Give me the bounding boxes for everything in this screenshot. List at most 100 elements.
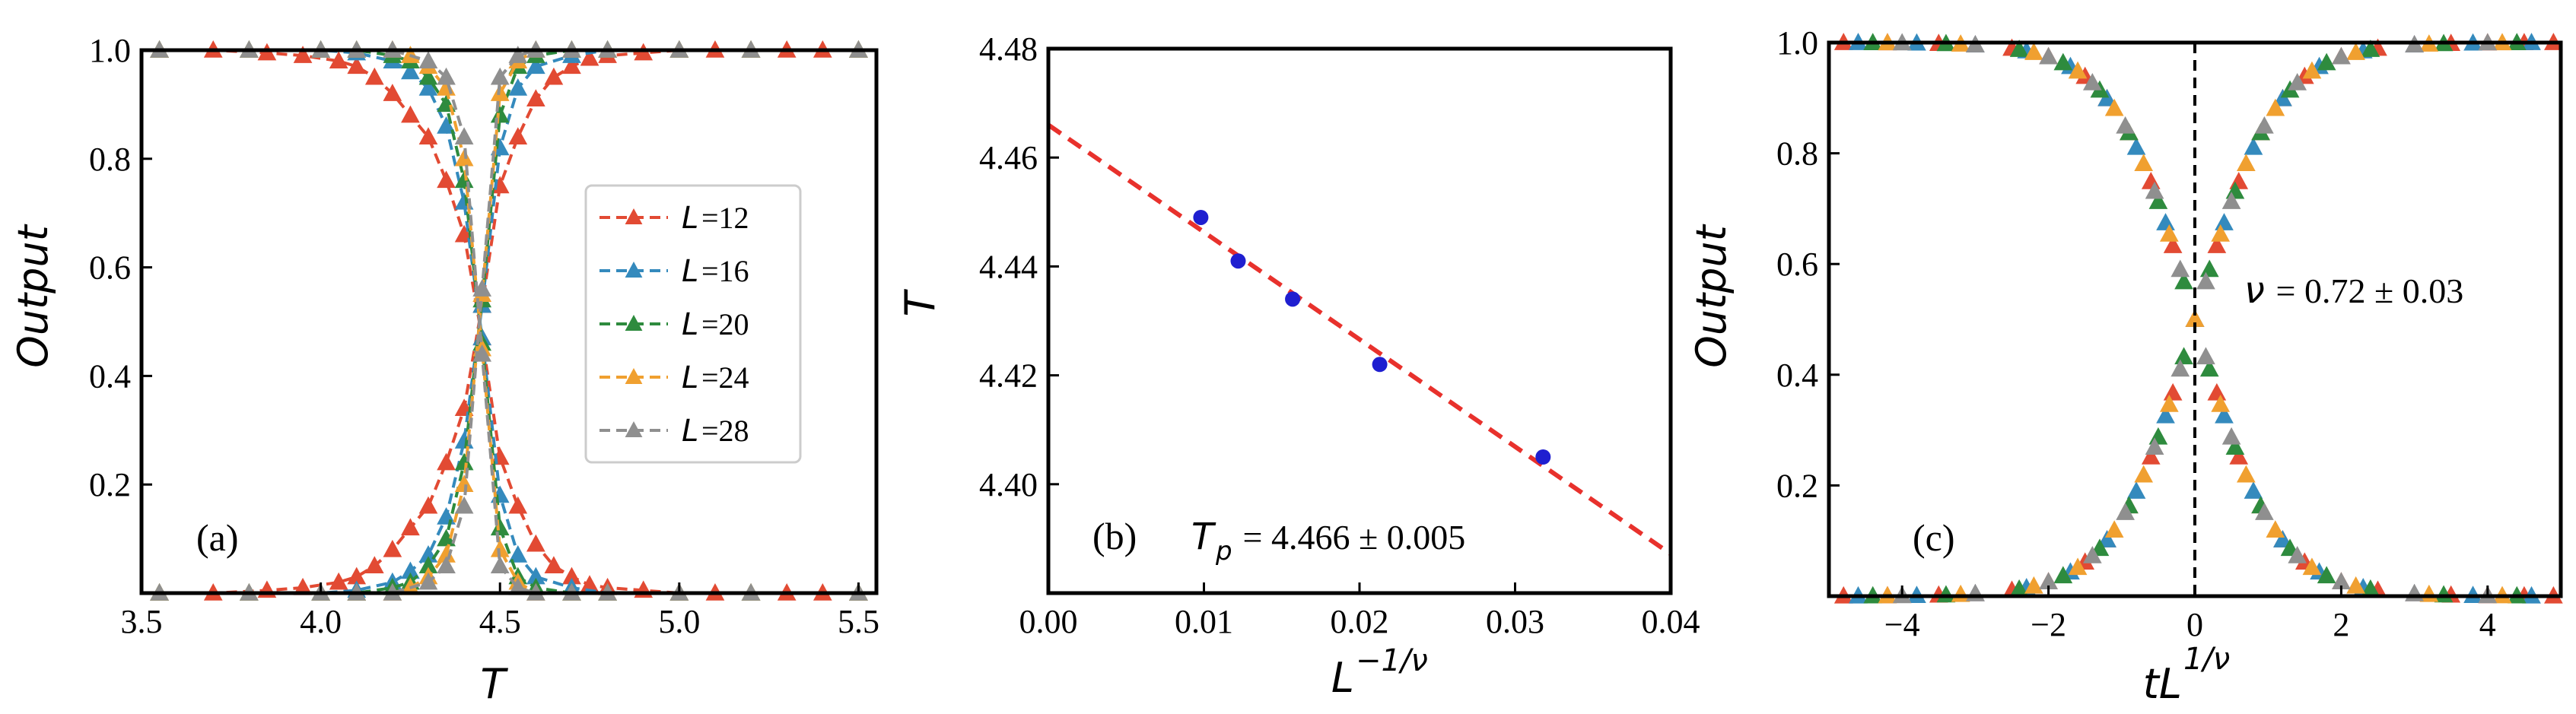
series-2-down-marker: [2199, 259, 2219, 278]
panel-a-xtick-label: 3.5: [121, 603, 163, 640]
series-4-up-marker: [437, 67, 456, 85]
series-0-up-marker: [562, 566, 581, 585]
panel-b-xlabel: L: [1331, 654, 1354, 702]
series-1-up-marker: [2126, 137, 2146, 155]
panel-c-xlabel-superscript: 1/ν: [2183, 642, 2230, 677]
series-4-down-marker: [2332, 46, 2351, 65]
series-1-down-marker: [508, 78, 528, 96]
series-1-down-marker: [526, 56, 545, 75]
panel-b-ytick-label: 4.44: [979, 248, 1038, 285]
series-3-down-marker: [2346, 43, 2365, 60]
series-1-up-marker: [2215, 405, 2234, 424]
series-3-down-marker: [2024, 576, 2043, 594]
series-0-up-marker: [329, 51, 348, 69]
series-2-up-marker: [490, 518, 510, 536]
panel-b-xtick-label: 0.04: [1642, 603, 1700, 640]
series-0-down-marker: [418, 496, 438, 514]
series-2-up-marker: [2317, 566, 2336, 584]
series-3-down-marker: [2302, 61, 2322, 79]
panel-a-ylabel: Output: [9, 224, 57, 367]
series-1-down-marker: [2126, 481, 2146, 499]
panel-c-label: (c): [1913, 516, 1955, 559]
series-4-down-marker: [490, 67, 510, 85]
panel-c-ytick-label: 0.6: [1776, 246, 1818, 283]
series-4-up-marker: [2288, 546, 2307, 563]
series-0-up-marker: [418, 127, 438, 144]
series-3-down-marker: [2104, 520, 2124, 538]
series-2-down-marker: [490, 105, 510, 123]
series-0-up-marker: [383, 84, 402, 101]
series-0-down-marker: [526, 89, 545, 107]
series-3-down-marker: [2068, 557, 2088, 576]
panel-a-ytick-label: 0.6: [89, 249, 131, 287]
series-4-down-marker: [2082, 546, 2102, 563]
series-4-down-marker: [472, 279, 492, 297]
series-0-up-marker: [364, 67, 384, 85]
panel-b-label: (b): [1092, 515, 1137, 557]
series-0-down-marker: [329, 572, 348, 590]
series-1-down-marker: [2097, 530, 2116, 547]
series-2-down-marker: [437, 528, 456, 547]
panel-c-ytick-label: 0.4: [1776, 357, 1818, 394]
series-4-up-marker: [454, 127, 474, 144]
panel-b: T L −1/ν (b) T p = 4.466 ± 0.005 0.00 0.0…: [896, 30, 1700, 702]
panel-c-xtick-label: 4: [2479, 606, 2496, 643]
series-0-down-marker: [580, 48, 599, 66]
panel-a-ytick-label: 0.4: [89, 357, 131, 395]
series-1-up-marker: [2273, 530, 2292, 547]
panel-a-ytick-label: 0.8: [89, 141, 131, 178]
series-1-up-marker: [401, 62, 420, 80]
series-4-up-marker: [2332, 572, 2351, 590]
series-2-up-marker: [2225, 437, 2245, 455]
series-4-up-marker: [2116, 116, 2135, 134]
legend-marker: [625, 421, 643, 437]
legend-marker: [625, 208, 643, 224]
series-3-up-marker: [2266, 520, 2285, 538]
panel-a-ytick-label: 1.0: [89, 32, 131, 69]
panel-c-xtick-label: −2: [2031, 606, 2066, 643]
data-point: [1372, 357, 1388, 373]
series-4-up-marker: [508, 577, 528, 595]
series-1-up-marker: [437, 116, 456, 134]
legend-entry-symbol: L: [682, 307, 698, 342]
legend-entry-label: =12: [701, 201, 749, 235]
series-0-up-marker: [2207, 382, 2227, 401]
series-0-up-marker: [401, 105, 420, 123]
panel-c-xtick-label: −4: [1884, 606, 1920, 643]
series-0-down-marker: [2207, 236, 2227, 253]
series-3-up-marker: [2302, 557, 2322, 576]
panel-b-ytick-label: 4.46: [979, 139, 1038, 176]
series-3-down-marker: [454, 474, 474, 492]
series-0-up-marker: [544, 556, 564, 574]
data-point: [1193, 209, 1209, 225]
legend-marker: [625, 368, 643, 384]
series-0-up-marker: [526, 534, 545, 552]
panel-b-annotation-sub: p: [1215, 536, 1232, 566]
series-1-up-marker: [508, 545, 528, 563]
data-point: [1535, 449, 1551, 465]
data-point: [1230, 253, 1246, 269]
legend-entry-symbol: L: [682, 254, 698, 289]
series-4-down-marker: [2288, 72, 2307, 90]
panel-a-xtick-label: 4.5: [479, 603, 521, 640]
panel-a-ytick-label: 0.2: [89, 466, 131, 503]
series-0-down-marker: [2229, 172, 2249, 189]
series-3-down-marker: [2236, 154, 2256, 172]
series-2-down-marker: [1936, 585, 1956, 603]
series-4-up-marker: [2039, 46, 2058, 65]
series-3-up-marker: [2024, 43, 2043, 60]
series-4-down-marker: [2145, 437, 2164, 455]
panel-c-ytick-label: 1.0: [1776, 24, 1818, 62]
panel-b-ytick-label: 4.40: [979, 466, 1038, 503]
panel-b-ytick-label: 4.48: [979, 30, 1038, 68]
series-0-down-marker: [401, 518, 420, 536]
panel-b-annotation-value: = 4.466 ± 0.005: [1234, 518, 1465, 557]
series-3-up-marker: [2346, 576, 2365, 594]
series-0-up-marker: [293, 46, 313, 63]
series-2-up-marker: [418, 67, 438, 85]
series-4-up-marker: [490, 556, 510, 574]
series-2-up-marker: [2434, 585, 2454, 603]
legend-entry-label: =20: [701, 307, 749, 341]
series-3-down-marker: [2134, 465, 2154, 483]
